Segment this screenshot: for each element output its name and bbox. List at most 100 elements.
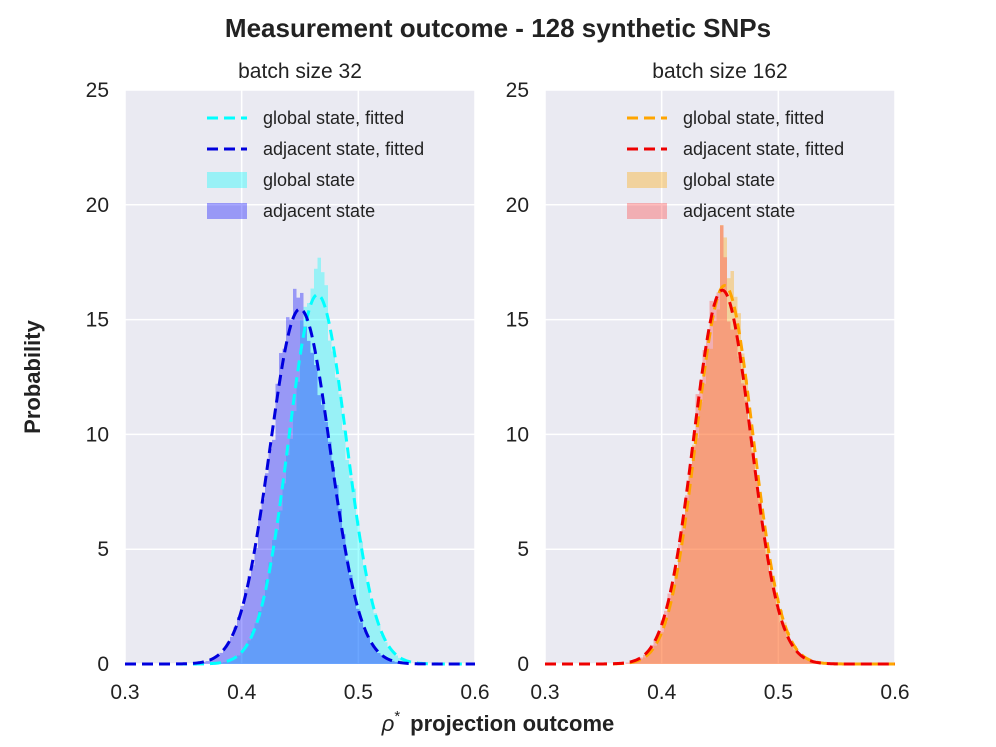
- histogram-bar: [797, 652, 801, 664]
- histogram-bar: [286, 317, 290, 664]
- histogram-bar: [667, 608, 671, 664]
- histogram-bar: [685, 499, 689, 664]
- x-tick-label: 0.5: [764, 681, 793, 704]
- histogram-bar: [646, 650, 650, 664]
- histogram-bar: [765, 554, 769, 664]
- histogram-bar: [321, 404, 325, 664]
- histogram-bar: [244, 589, 248, 664]
- histogram-bar: [345, 559, 349, 664]
- histogram-bar: [664, 610, 668, 664]
- histogram-bar: [762, 527, 766, 664]
- x-tick-label: 0.6: [880, 681, 909, 704]
- histogram-bar: [233, 657, 237, 664]
- histogram-bar: [272, 540, 276, 664]
- histogram-bar: [237, 655, 241, 664]
- histogram-bar: [237, 617, 241, 664]
- histogram-bar: [212, 657, 216, 664]
- histogram-bar: [804, 658, 808, 664]
- histogram-bar: [233, 627, 237, 664]
- histogram-bar: [398, 657, 402, 664]
- legend-label: global state, fitted: [263, 108, 404, 128]
- histogram-bar: [692, 446, 696, 664]
- histogram-bar: [681, 530, 685, 664]
- x-tick-label: 0.4: [647, 681, 677, 704]
- histogram-bar: [254, 623, 258, 664]
- histogram-bar: [338, 394, 342, 664]
- legend-label: global state: [263, 170, 355, 190]
- histogram-bar: [275, 530, 279, 664]
- histogram-bar: [373, 613, 377, 664]
- x-tick-label: 0.3: [530, 681, 559, 704]
- histogram-bar: [247, 640, 251, 664]
- legend-label: adjacent state, fitted: [683, 139, 844, 159]
- legend-patch-swatch: [207, 203, 247, 219]
- histogram-bar: [625, 662, 629, 664]
- y-tick-label: 25: [86, 79, 109, 102]
- histogram-bar: [657, 639, 661, 664]
- histogram-bar: [324, 285, 328, 664]
- histogram-bar: [765, 549, 769, 664]
- histogram-bar: [317, 395, 321, 664]
- histogram-bar: [296, 297, 300, 664]
- plot-background: [125, 90, 475, 664]
- histogram-bar: [328, 340, 332, 664]
- histogram-bar: [723, 237, 727, 664]
- histogram-bar: [331, 351, 335, 664]
- fit-curves: [125, 293, 475, 666]
- histogram-bar: [373, 649, 377, 664]
- histogram-bar: [748, 422, 752, 664]
- histogram-bar: [667, 593, 671, 664]
- histogram-bar: [310, 352, 314, 664]
- y-tick-label: 20: [506, 194, 529, 217]
- legend-patch-swatch: [627, 172, 667, 188]
- histogram-bar: [730, 329, 734, 664]
- histogram-bar: [727, 278, 731, 664]
- histogram-bar: [706, 335, 710, 664]
- histogram-bar: [786, 638, 790, 664]
- histogram-bar: [790, 644, 794, 664]
- x-tick-label: 0.6: [460, 681, 489, 704]
- histogram-bar: [800, 656, 804, 664]
- histogram-bar: [643, 657, 647, 664]
- histogram-bar: [380, 634, 384, 664]
- histogram-bar: [807, 659, 811, 664]
- histogram-bar: [205, 661, 209, 664]
- histogram-bar: [779, 622, 783, 664]
- histogram-bar: [307, 303, 311, 664]
- histogram-bar: [394, 661, 398, 664]
- histogram-bar: [384, 642, 388, 664]
- y-tick-label: 0: [517, 653, 529, 676]
- x-axis-label: ρ* projection outcome: [381, 708, 615, 736]
- histogram-bar: [366, 636, 370, 664]
- histogram-bar: [258, 518, 262, 664]
- histogram-bar: [790, 641, 794, 664]
- histogram-bar: [713, 302, 717, 664]
- fit-curve: [545, 288, 895, 666]
- legend-label: adjacent state: [263, 201, 375, 221]
- legend-label: global state: [683, 170, 775, 190]
- histogram-bar: [716, 292, 720, 664]
- histogram-bar: [734, 296, 738, 664]
- histogram-bar: [800, 655, 804, 664]
- tick-labels: 0.3 0.4 0.5 0.6 0 5 10 15 20 25: [86, 79, 490, 704]
- histogram-bar: [734, 329, 738, 664]
- histogram-bar: [772, 590, 776, 664]
- histogram-bar: [657, 632, 661, 664]
- histogram-bar: [769, 572, 773, 664]
- y-tick-label: 10: [506, 423, 529, 446]
- histogram-bar: [226, 660, 230, 664]
- histogram-bar: [660, 632, 664, 664]
- histogram-bar: [279, 353, 283, 664]
- histogram-bar: [314, 268, 318, 664]
- histogram-bar: [251, 631, 255, 664]
- histogram-bar: [265, 473, 269, 664]
- histogram-bar: [359, 622, 363, 664]
- legend-patch-swatch: [207, 172, 247, 188]
- histogram-bar: [300, 292, 304, 664]
- histogram-bar: [380, 655, 384, 664]
- plot-background: [545, 90, 895, 664]
- histogram-bar: [230, 636, 234, 664]
- histogram-bar: [709, 348, 713, 664]
- histogram-bar: [636, 660, 640, 664]
- x-tick-label: 0.3: [110, 681, 139, 704]
